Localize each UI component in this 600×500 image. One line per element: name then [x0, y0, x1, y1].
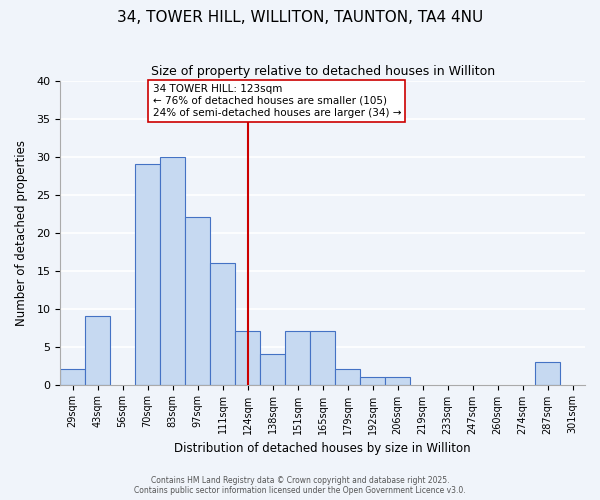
- X-axis label: Distribution of detached houses by size in Williton: Distribution of detached houses by size …: [174, 442, 471, 455]
- Bar: [235, 332, 260, 384]
- Bar: [160, 156, 185, 384]
- Bar: [535, 362, 560, 384]
- Bar: [185, 218, 210, 384]
- Title: Size of property relative to detached houses in Williton: Size of property relative to detached ho…: [151, 65, 494, 78]
- Bar: [335, 370, 360, 384]
- Bar: [210, 263, 235, 384]
- Bar: [260, 354, 285, 384]
- Bar: [60, 370, 85, 384]
- Bar: [385, 377, 410, 384]
- Bar: [85, 316, 110, 384]
- Bar: [135, 164, 160, 384]
- Text: 34 TOWER HILL: 123sqm
← 76% of detached houses are smaller (105)
24% of semi-det: 34 TOWER HILL: 123sqm ← 76% of detached …: [152, 84, 401, 117]
- Y-axis label: Number of detached properties: Number of detached properties: [15, 140, 28, 326]
- Bar: [360, 377, 385, 384]
- Bar: [310, 332, 335, 384]
- Bar: [285, 332, 310, 384]
- Text: Contains HM Land Registry data © Crown copyright and database right 2025.
Contai: Contains HM Land Registry data © Crown c…: [134, 476, 466, 495]
- Text: 34, TOWER HILL, WILLITON, TAUNTON, TA4 4NU: 34, TOWER HILL, WILLITON, TAUNTON, TA4 4…: [117, 10, 483, 25]
